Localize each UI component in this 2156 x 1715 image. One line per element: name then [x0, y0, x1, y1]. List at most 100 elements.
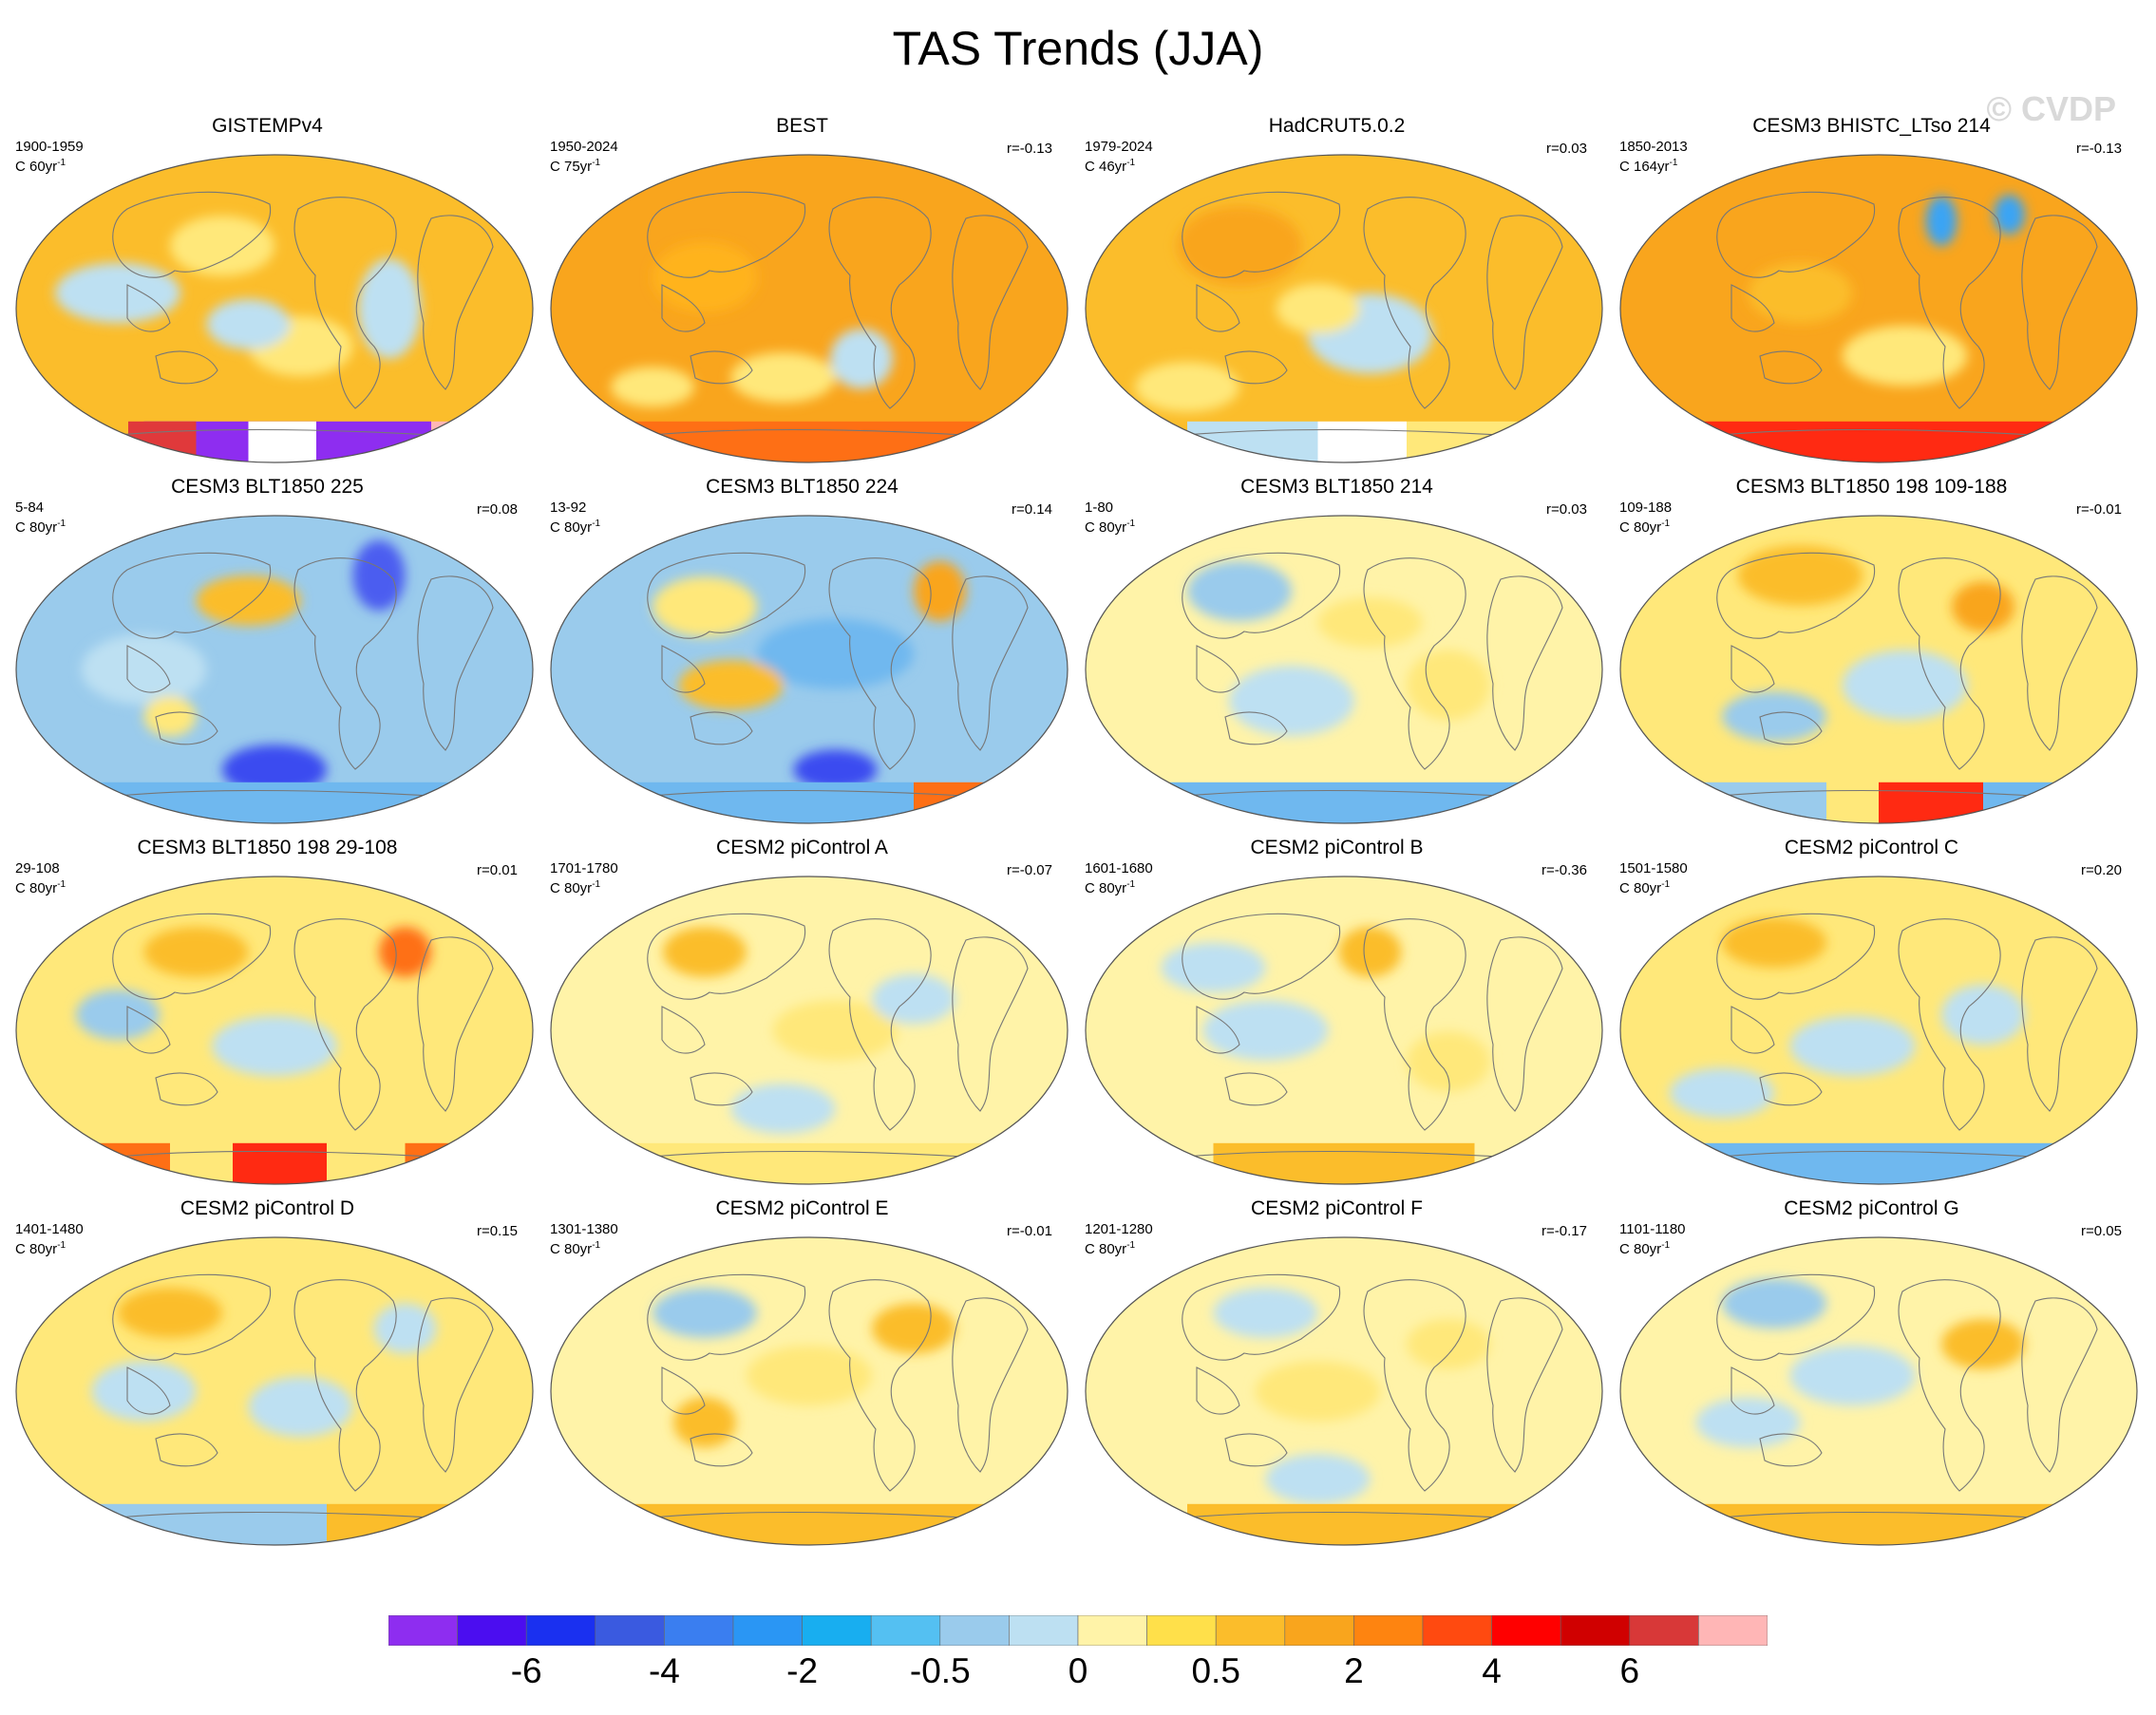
antarctic-band	[66, 1142, 170, 1184]
anomaly-region	[1737, 545, 1863, 606]
antarctic-band	[1670, 1503, 2088, 1545]
colorbar-tick-label: -2	[786, 1651, 819, 1690]
anomaly-region	[1135, 362, 1239, 412]
antarctic-band	[1187, 421, 1318, 462]
continent-outline	[1702, 1150, 2065, 1159]
coastlines	[98, 191, 494, 438]
antarctic-band	[1187, 1503, 1527, 1545]
continent-outline	[293, 918, 397, 1131]
map-border	[1619, 876, 2138, 1185]
colorbar-swatch	[732, 1615, 803, 1646]
panel-year-range: 109-188	[1619, 499, 1673, 516]
map-panel: CESM2 piControl D 1401-1480 C 80yr-1 r=0.15	[0, 1197, 535, 1554]
continent-outline	[647, 552, 806, 639]
map-border	[1085, 1236, 1603, 1546]
anomaly-region	[772, 1000, 898, 1061]
map-border	[1619, 154, 2138, 463]
panel-year-range: 1301-1380	[550, 1221, 618, 1237]
anomaly-region	[1407, 1031, 1490, 1092]
anomaly-region	[730, 352, 836, 403]
panel-year-range: 29-108	[15, 860, 60, 876]
map-panel: CESM3 BLT1850 198 109-188 109-188 C 80yr-1…	[1604, 475, 2139, 832]
trend-map	[15, 154, 534, 463]
panel-trend-units: C 80yr-1	[15, 518, 66, 536]
colorbar-tick-label: -0.5	[909, 1651, 971, 1690]
panel-year-range: 13-92	[550, 499, 587, 516]
anomaly-region	[872, 1303, 955, 1354]
panel-title: CESM2 piControl C	[1784, 837, 1959, 858]
continent-outline	[1196, 284, 1240, 332]
panel-title: CESM2 piControl D	[180, 1197, 355, 1219]
panel-pattern-correlation: r=0.01	[477, 862, 518, 878]
anomaly-region	[91, 1361, 197, 1422]
continent-outline	[1224, 350, 1288, 385]
trend-map	[15, 876, 534, 1185]
colorbar-swatch	[1560, 1615, 1631, 1646]
continent-outline	[1224, 711, 1288, 745]
continent-outline	[155, 1433, 218, 1467]
coastlines	[633, 1273, 1029, 1520]
anomaly-region	[830, 329, 893, 389]
antarctic-band	[600, 1142, 1018, 1184]
panel-trend-units: C 46yr-1	[1085, 158, 1136, 175]
trend-map	[1085, 876, 1603, 1185]
map-panel: CESM3 BLT1850 224 13-92 C 80yr-1 r=0.14	[535, 475, 1069, 832]
trend-map	[1085, 1236, 1603, 1546]
continent-outline	[1702, 1511, 2065, 1520]
panel-title: CESM2 piControl E	[715, 1197, 889, 1219]
panel-year-range: 1850-2013	[1619, 139, 1688, 155]
continent-outline	[1702, 789, 2065, 799]
panel-trend-units: C 80yr-1	[1085, 1240, 1136, 1257]
panel-trend-units: C 80yr-1	[1085, 879, 1136, 896]
panel-trend-units: C 164yr-1	[1619, 158, 1678, 175]
anomaly-region	[1161, 942, 1266, 993]
anomaly-region	[76, 989, 160, 1040]
anomaly-region	[747, 1345, 872, 1406]
continent-outline	[1363, 197, 1466, 409]
continent-outline	[647, 1273, 806, 1361]
antarctic-band	[914, 782, 1008, 823]
continent-outline	[690, 350, 753, 385]
map-border	[15, 876, 534, 1185]
colorbar-swatch	[939, 1615, 1010, 1646]
colorbar-swatch	[388, 1615, 458, 1646]
panel-year-range: 1950-2024	[550, 139, 618, 155]
map-field	[1086, 516, 1602, 823]
map-border	[550, 515, 1069, 824]
continent-outline	[1182, 191, 1341, 278]
continent-outline	[633, 1511, 995, 1520]
panel-trend-units: C 80yr-1	[550, 879, 601, 896]
panel-year-range: 1101-1180	[1619, 1221, 1686, 1237]
map-panel: CESM3 BLT1850 198 29-108 29-108 C 80yr-1 r=…	[0, 836, 535, 1193]
continent-outline	[1730, 284, 1775, 332]
colorbar-swatch	[595, 1615, 665, 1646]
continent-outline	[126, 1366, 171, 1415]
anomaly-region	[1695, 1397, 1801, 1448]
panel-trend-units: C 80yr-1	[1085, 518, 1136, 536]
continent-outline	[1182, 913, 1341, 1000]
colorbar-swatch	[1284, 1615, 1354, 1646]
colorbar-swatch	[1491, 1615, 1561, 1646]
antarctic-band	[1670, 1142, 2088, 1184]
panel-title: CESM3 BLT1850 224	[706, 476, 898, 498]
antarctic-band	[1670, 782, 1826, 823]
continent-outline	[112, 191, 272, 278]
continent-outline	[1182, 1273, 1341, 1361]
panel-year-range: 1900-1959	[15, 139, 84, 155]
continent-outline	[1167, 1511, 1530, 1520]
map-border	[1085, 876, 1603, 1185]
antarctic-band	[405, 1142, 483, 1184]
antarctic-band	[66, 782, 483, 823]
continent-outline	[98, 1150, 461, 1159]
continent-outline	[126, 1006, 171, 1054]
continent-outline	[952, 215, 1029, 390]
map-panel: GISTEMPv4 1900-1959 C 60yr-1	[0, 114, 535, 471]
anomaly-region	[757, 618, 914, 689]
continent-outline	[1486, 936, 1563, 1112]
continent-outline	[126, 645, 171, 693]
coastlines	[1702, 191, 2098, 438]
panel-pattern-correlation: r=0.03	[1546, 141, 1587, 157]
panel-title: CESM3 BLT1850 198 29-108	[137, 837, 398, 858]
continent-outline	[828, 918, 932, 1131]
anomaly-region	[196, 575, 301, 626]
